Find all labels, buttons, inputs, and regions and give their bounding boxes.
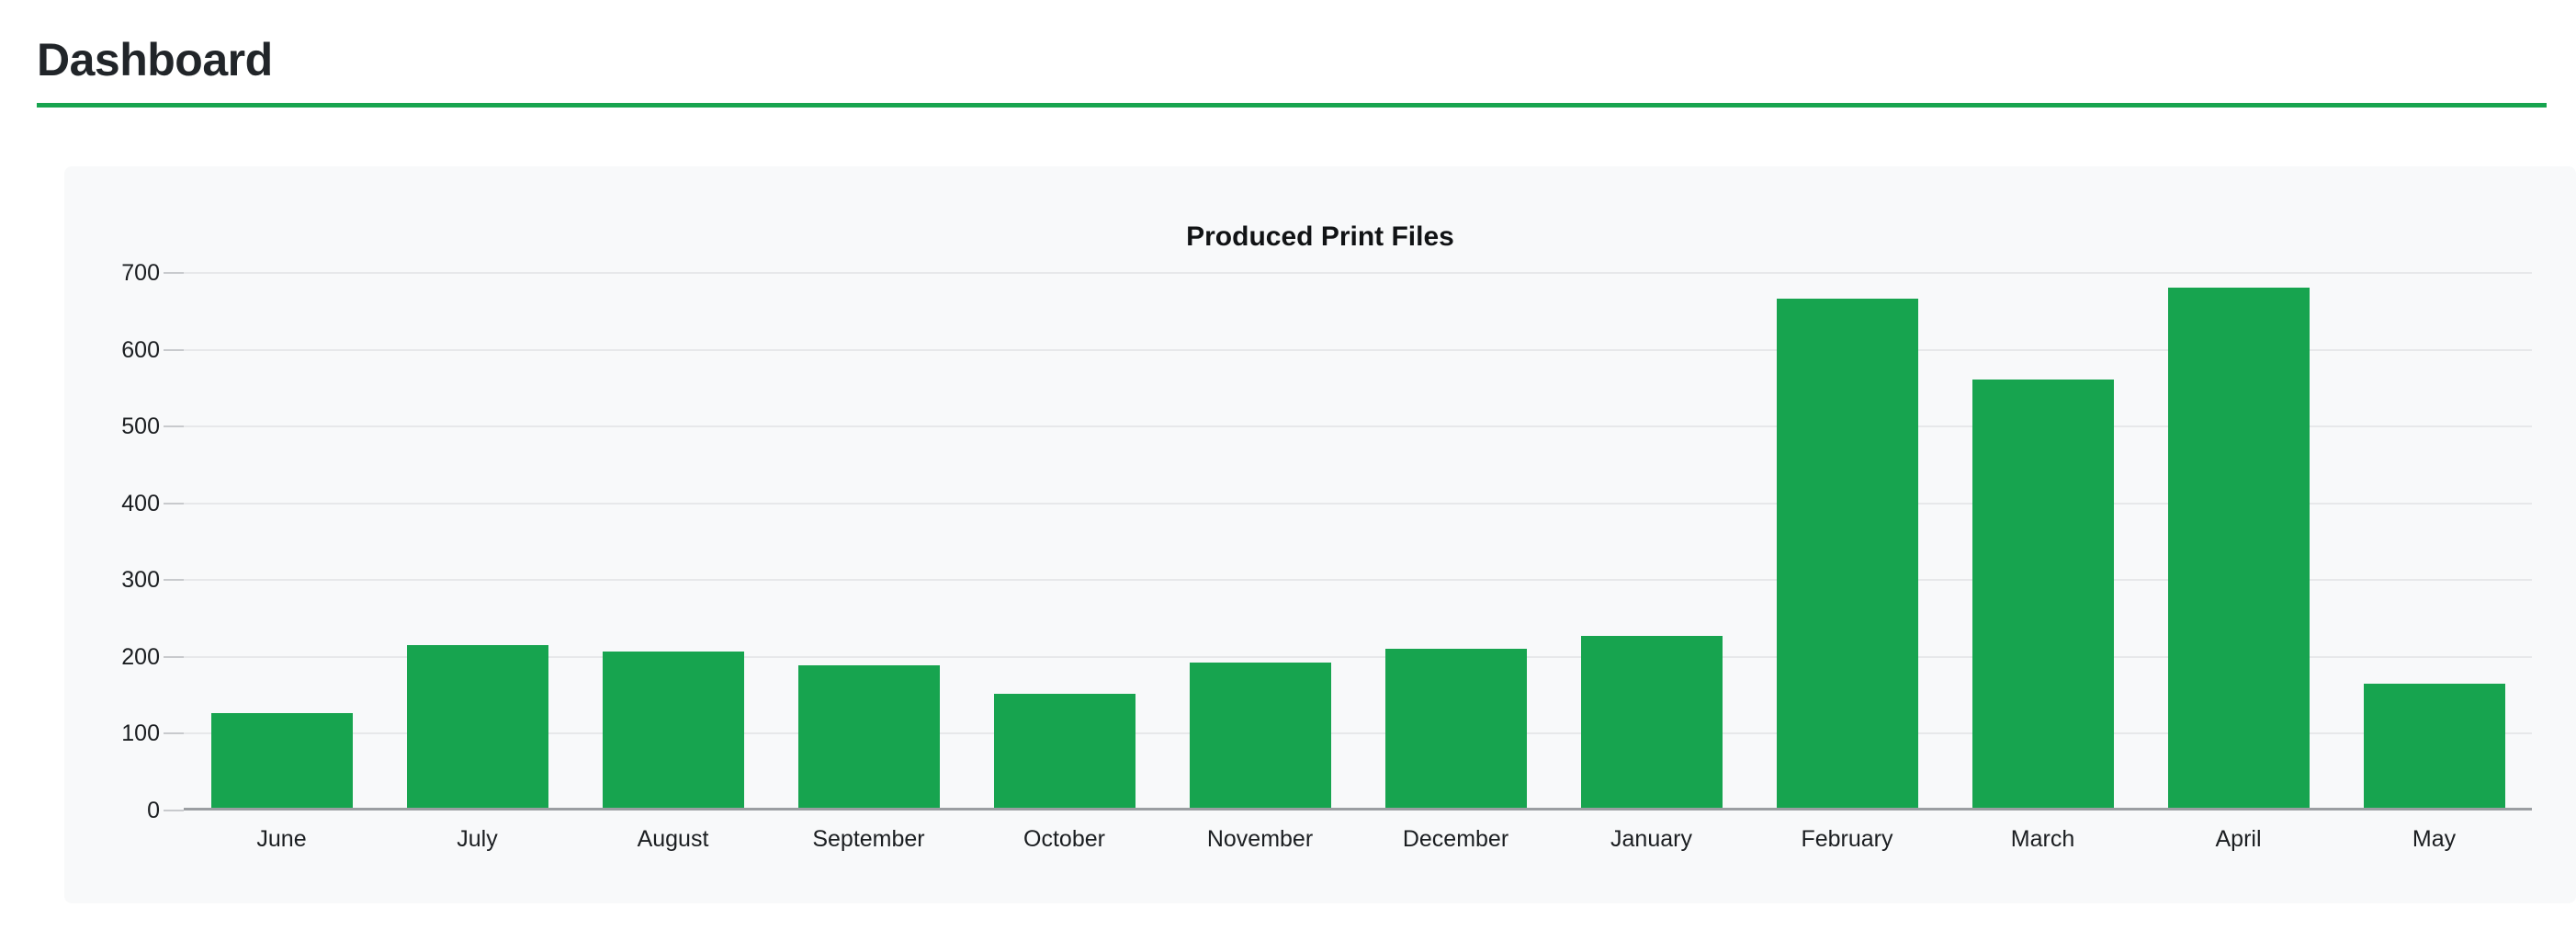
x-axis-label: August — [637, 826, 709, 852]
page-title: Dashboard — [37, 34, 273, 85]
x-axis-label: June — [256, 826, 307, 852]
gridline — [184, 348, 2532, 351]
bar-chart-plot: 0 100 200 300 400 500 600 700 June July August Sept… — [121, 260, 2532, 852]
y-tick — [164, 348, 184, 351]
bar[interactable] — [210, 712, 353, 811]
x-axis-label: December — [1402, 826, 1509, 852]
x-axis-label: September — [812, 826, 925, 852]
y-axis-label: 0 — [147, 798, 160, 823]
y-tick — [164, 272, 184, 274]
y-axis-label: 400 — [121, 490, 160, 516]
bar[interactable] — [2363, 684, 2505, 811]
x-axis-label: July — [457, 826, 498, 852]
gridline — [184, 732, 2532, 735]
gridline — [184, 425, 2532, 428]
bar[interactable] — [1384, 648, 1527, 811]
y-axis-label: 600 — [121, 336, 160, 363]
bar[interactable] — [2167, 287, 2310, 811]
y-tick — [164, 732, 184, 735]
y-axis-label: 100 — [121, 720, 160, 747]
y-tick — [164, 655, 184, 658]
x-axis-label: April — [2215, 826, 2262, 852]
gridline — [184, 272, 2532, 274]
gridline — [184, 579, 2532, 582]
chart-title: Produced Print Files — [1186, 221, 1454, 252]
title-divider — [37, 103, 2547, 108]
bar[interactable] — [602, 652, 744, 811]
y-axis-label: 700 — [121, 260, 160, 286]
bar[interactable] — [797, 665, 940, 811]
bar[interactable] — [1972, 380, 2114, 811]
x-axis-label: March — [2010, 826, 2075, 852]
y-axis-label: 200 — [121, 643, 160, 670]
gridline — [184, 655, 2532, 658]
bar[interactable] — [1580, 636, 1723, 811]
bar[interactable] — [406, 645, 548, 811]
bar[interactable] — [993, 693, 1135, 811]
x-axis-label: January — [1610, 826, 1692, 852]
y-axis-label: 500 — [121, 414, 160, 440]
x-axis-label: October — [1023, 826, 1105, 852]
y-tick — [164, 579, 184, 582]
y-tick — [164, 810, 184, 811]
gridline — [184, 502, 2532, 505]
bar[interactable] — [1189, 662, 1331, 811]
y-tick — [164, 502, 184, 505]
x-axis-label: May — [2412, 826, 2457, 852]
y-tick — [164, 425, 184, 428]
y-axis-label: 300 — [121, 567, 160, 594]
bar[interactable] — [1776, 298, 1918, 811]
x-axis-line — [184, 808, 2532, 811]
x-axis-label: November — [1206, 826, 1314, 852]
x-axis-label: February — [1801, 826, 1893, 852]
